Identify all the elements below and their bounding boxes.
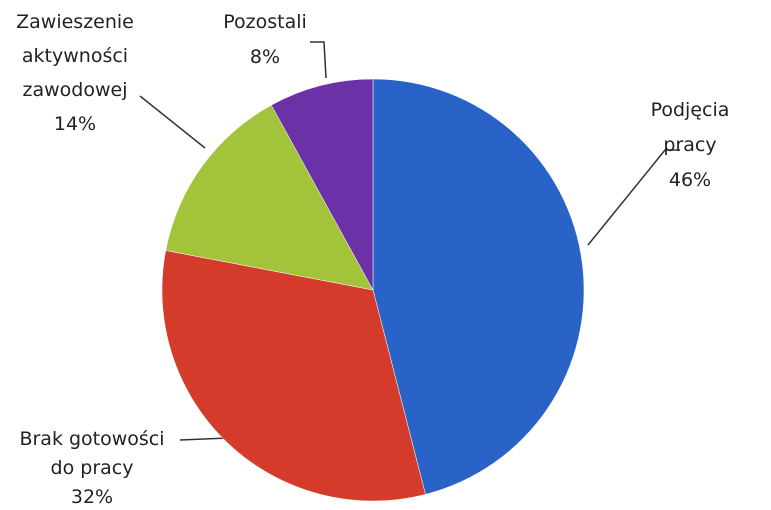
slice-label: Brak gotowości do pracy 32% [19,425,164,510]
slice-label: Pozostali 8% [223,5,307,75]
pie-slice [372,78,585,495]
pie-slice [161,250,426,502]
leader-line [310,41,327,79]
slice-value: 46% [668,169,712,191]
slice-value: 8% [249,46,281,68]
leader-line [179,437,229,441]
leader-line [587,149,680,246]
pie-slice [271,78,374,291]
slice-name: Brak gotowości do pracy [19,428,165,479]
leader-line [139,95,206,149]
slice-label: Podjęcia pracy 46% [650,93,731,198]
slice-value: 32% [70,486,114,508]
slice-value: 14% [53,113,97,135]
slice-name: Zawieszenie aktywności zawodowej [16,11,134,101]
pie-slice [165,104,374,291]
slice-name: Pozostali [223,11,307,33]
slice-label: Zawieszenie aktywności zawodowej 14% [16,5,134,141]
slice-name: Podjęcia pracy [650,99,730,156]
